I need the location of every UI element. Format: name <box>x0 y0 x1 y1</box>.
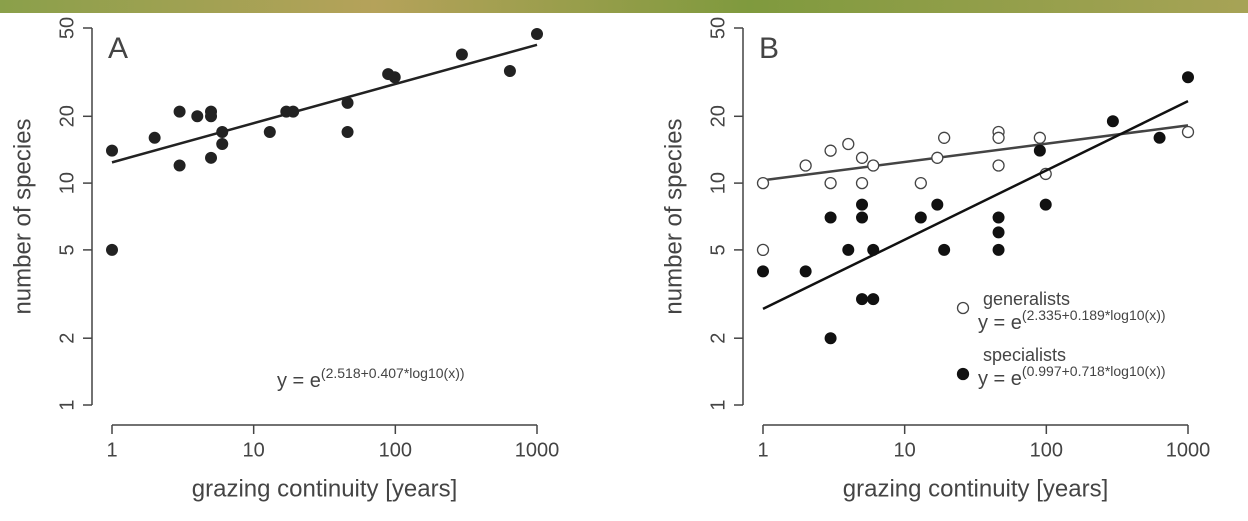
fit-line <box>111 43 538 164</box>
y-tick-label: 2 <box>56 333 78 344</box>
y-tick-label: 10 <box>707 172 729 194</box>
legend-label: specialists <box>983 345 1066 365</box>
y-tick-label: 10 <box>56 172 78 194</box>
point <box>1181 125 1195 139</box>
point <box>824 144 837 157</box>
point <box>842 243 855 256</box>
point <box>757 265 769 278</box>
point <box>216 125 229 138</box>
point <box>1153 131 1166 144</box>
x-axis-title: grazing continuity [years] <box>192 475 457 502</box>
point <box>205 151 218 164</box>
point <box>287 105 300 118</box>
point <box>388 71 401 84</box>
point <box>173 105 186 118</box>
equation-exponent: (2.518+0.407*log10(x)) <box>321 365 465 381</box>
point <box>938 131 951 144</box>
y-tick-label: 1 <box>56 399 78 410</box>
panel-letter: A <box>108 32 128 65</box>
point <box>867 159 880 172</box>
point <box>824 176 837 190</box>
equation-base: y = e <box>978 312 1022 334</box>
x-tick-label: 1000 <box>1166 439 1211 461</box>
point <box>855 151 869 164</box>
point <box>799 265 812 278</box>
point <box>106 243 118 256</box>
panel-letter: B <box>759 32 779 65</box>
point <box>824 332 837 345</box>
y-axis-title: number of species <box>9 118 36 314</box>
y-tick-label: 5 <box>56 244 78 255</box>
point <box>931 198 944 211</box>
point <box>106 144 118 157</box>
legend-marker <box>956 367 970 381</box>
x-tick-label: 1000 <box>515 439 560 461</box>
point <box>842 137 855 151</box>
point <box>191 110 204 123</box>
point <box>992 159 1005 172</box>
point <box>856 198 869 211</box>
x-axis-title: grazing continuity [years] <box>843 475 1108 502</box>
point <box>1033 144 1046 157</box>
x-tick-label: 10 <box>894 439 916 461</box>
legend-label: generalists <box>983 289 1070 309</box>
point <box>341 125 354 138</box>
point <box>992 131 1005 144</box>
x-tick-label: 1 <box>757 439 768 461</box>
point <box>1182 71 1194 84</box>
point <box>992 226 1005 239</box>
x-tick-label: 10 <box>243 439 265 461</box>
point <box>216 138 229 151</box>
point <box>148 131 161 144</box>
y-tick-label: 50 <box>56 17 78 39</box>
header-strip <box>0 0 1248 13</box>
point <box>173 159 186 172</box>
legend-marker <box>956 301 970 315</box>
point <box>1033 131 1047 144</box>
point <box>503 65 516 78</box>
point <box>1039 198 1052 211</box>
y-tick-label: 2 <box>707 333 729 344</box>
x-tick-label: 100 <box>379 439 412 461</box>
equation: y = e(0.997+0.718*log10(x)) <box>978 363 1166 391</box>
equation-base: y = e <box>277 370 321 392</box>
y-tick-label: 1 <box>707 399 729 410</box>
fit-line <box>762 100 1189 311</box>
equation: y = e(2.335+0.189*log10(x)) <box>978 307 1166 335</box>
point <box>914 211 927 224</box>
point <box>867 293 880 306</box>
point <box>856 211 869 224</box>
point <box>914 176 927 190</box>
point <box>756 176 770 190</box>
point <box>992 243 1005 256</box>
point <box>1106 115 1119 128</box>
y-tick-label: 50 <box>707 17 729 39</box>
point <box>799 159 812 172</box>
x-tick-label: 100 <box>1030 439 1063 461</box>
point <box>938 243 951 256</box>
point <box>931 151 944 164</box>
point <box>824 211 837 224</box>
point <box>856 293 869 306</box>
equation-exponent: (2.335+0.189*log10(x)) <box>1022 307 1166 323</box>
y-tick-label: 20 <box>707 105 729 127</box>
point <box>855 176 869 190</box>
point <box>263 125 276 138</box>
x-tick-label: 1 <box>106 439 117 461</box>
y-tick-label: 5 <box>707 244 729 255</box>
point <box>867 243 880 256</box>
y-tick-label: 20 <box>56 105 78 127</box>
y-axis-title: number of species <box>660 118 687 314</box>
point <box>756 243 770 257</box>
point <box>455 48 468 61</box>
point <box>531 27 543 40</box>
equation-base: y = e <box>978 368 1022 390</box>
point <box>341 96 354 109</box>
point <box>205 110 218 123</box>
equation-exponent: (0.997+0.718*log10(x)) <box>1022 363 1166 379</box>
point <box>992 211 1005 224</box>
equation: y = e(2.518+0.407*log10(x)) <box>277 365 465 393</box>
